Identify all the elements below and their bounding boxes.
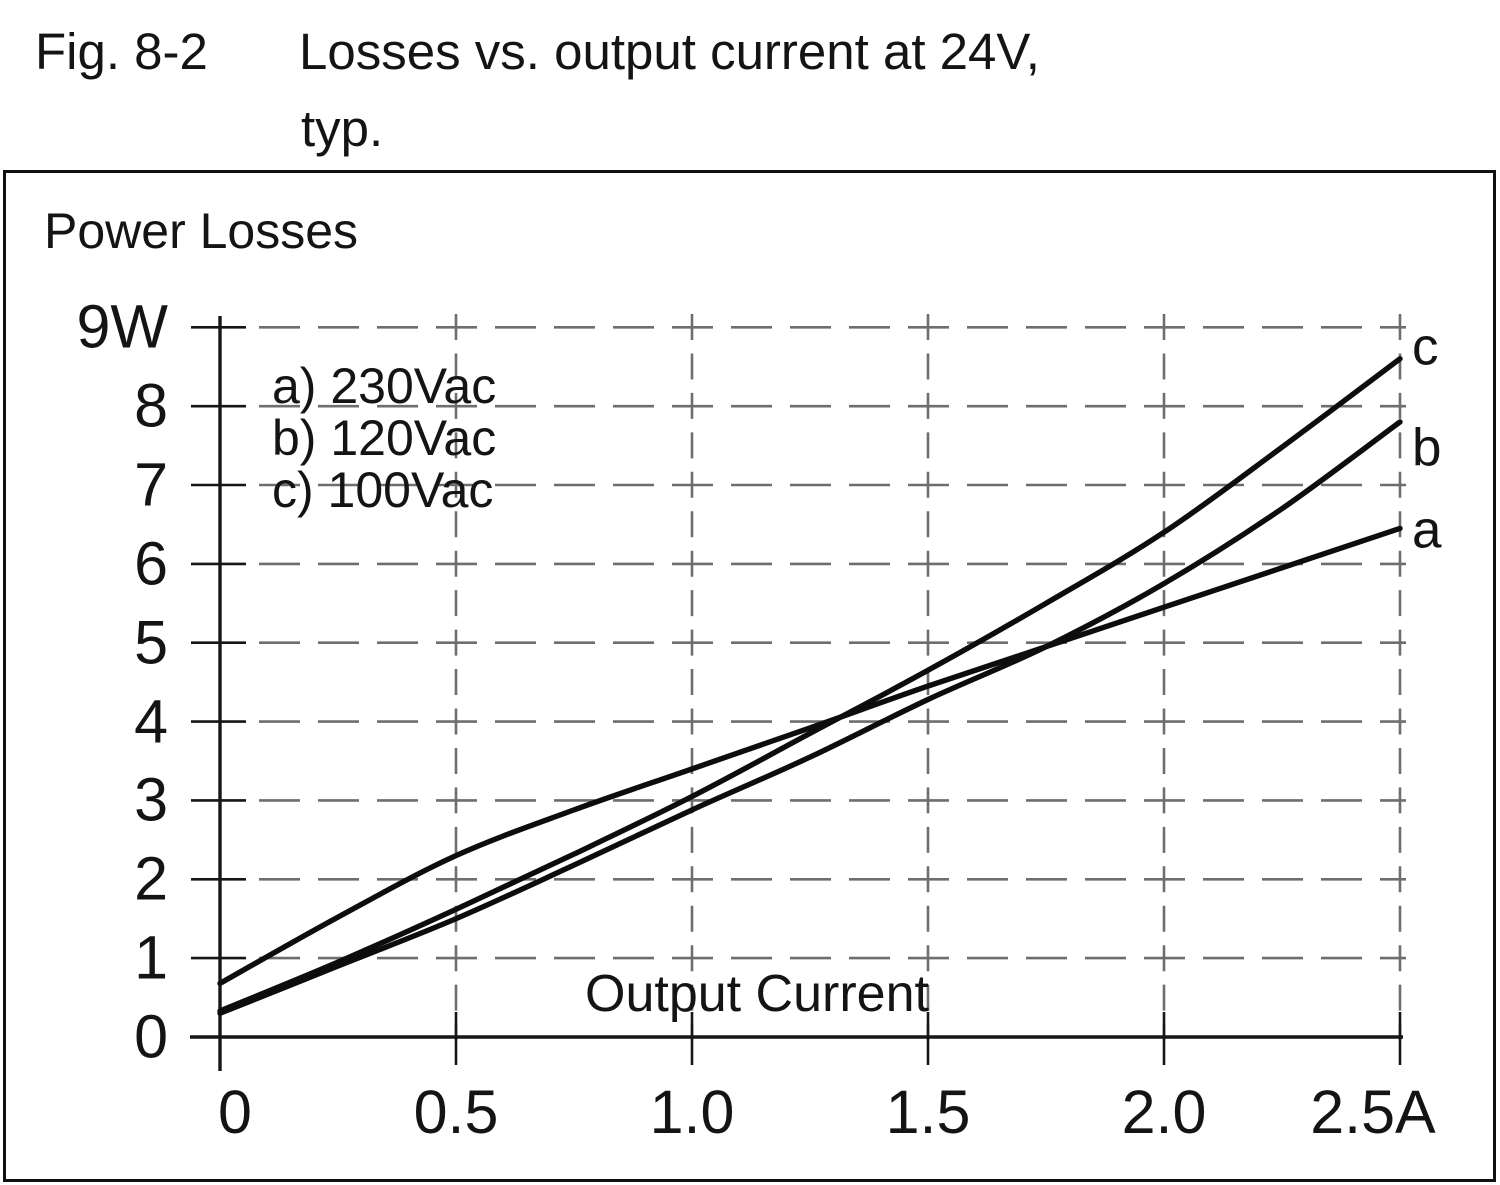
x-tick-label-1.5: 1.5 — [885, 1078, 971, 1146]
y-tick-label-8: 8 — [134, 371, 168, 440]
y-axis-title: Power Losses — [44, 203, 359, 259]
curve-label-b: b — [1412, 418, 1442, 478]
chart-frame — [3, 170, 1496, 1182]
y-tick-label-9W: 9W — [76, 292, 169, 361]
x-tick-label-2.0: 2.0 — [1121, 1078, 1207, 1146]
x-tick-label-1.0: 1.0 — [649, 1078, 735, 1146]
x-tick-label-0: 0 — [218, 1078, 252, 1146]
y-tick-label-6: 6 — [134, 529, 168, 598]
curve-label-a: a — [1412, 500, 1442, 560]
figure-caption-line-1: Losses vs. output current at 24V, — [299, 23, 1040, 80]
legend-item-c: c) 100Vac — [272, 462, 494, 518]
y-tick-label-2: 2 — [134, 844, 168, 913]
figure-caption-line-2: typ. — [301, 100, 384, 157]
y-tick-label-4: 4 — [134, 687, 168, 756]
curve-a — [217, 525, 1403, 987]
y-tick-label-1: 1 — [134, 923, 168, 992]
legend-item-a: a) 230Vac — [272, 358, 497, 414]
y-tick-label-7: 7 — [134, 450, 168, 519]
legend: a) 230Vac b) 120Vac c) 100Vac — [272, 360, 496, 516]
curve-label-c: c — [1412, 317, 1439, 377]
curve-c — [217, 356, 1403, 1014]
y-tick-label-0: 0 — [134, 1002, 168, 1071]
x-tick-label-0.5: 0.5 — [413, 1078, 499, 1146]
legend-item-b: b) 120Vac — [272, 410, 497, 466]
figure-label: Fig. 8-2 — [35, 23, 208, 80]
x-axis-title: Output Current — [585, 965, 929, 1023]
x-tick-label-2.5A: 2.5A — [1310, 1078, 1436, 1146]
curve-b — [217, 419, 1403, 1016]
y-tick-label-5: 5 — [134, 608, 168, 677]
y-tick-label-3: 3 — [134, 765, 168, 834]
